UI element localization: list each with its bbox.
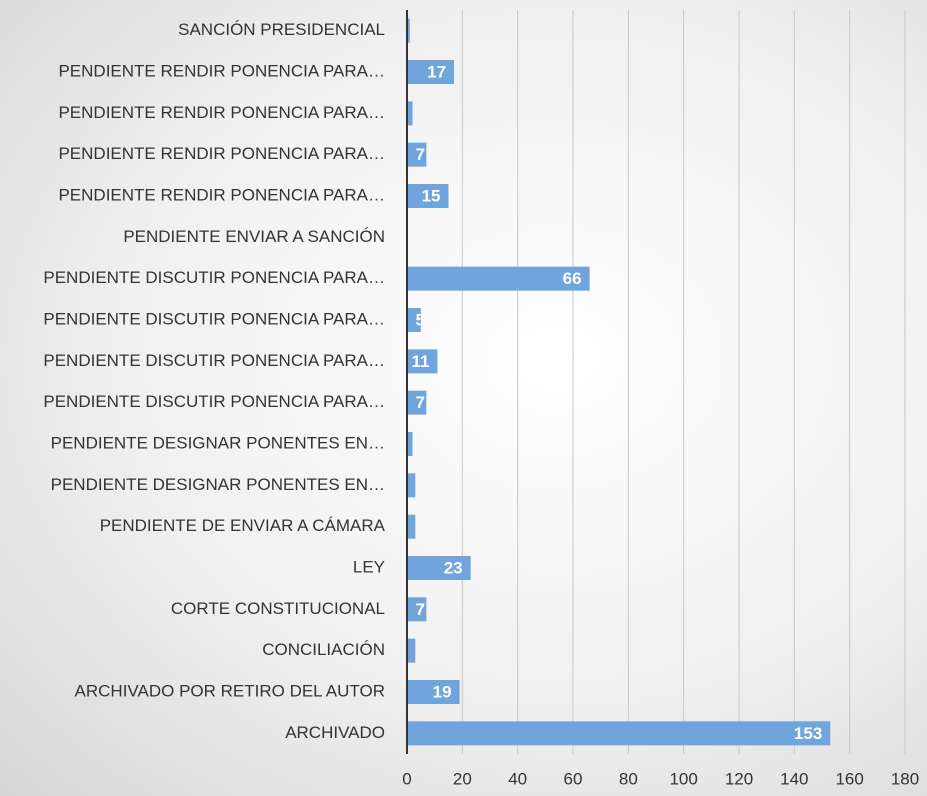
bar: [407, 101, 413, 126]
y-tick-label: PENDIENTE DISCUTIR PONENCIA PARA…: [43, 309, 385, 328]
x-tick-label: 160: [835, 769, 863, 788]
bar: [407, 60, 455, 84]
x-tick-label: 0: [402, 769, 411, 788]
bar: [407, 597, 427, 622]
data-label: 11: [411, 352, 429, 371]
bar: [407, 638, 416, 663]
x-tick-label: 100: [669, 769, 697, 788]
y-tick-label: LEY: [353, 557, 385, 576]
bar: [407, 556, 471, 580]
y-tick-label: CORTE CONSTITUCIONAL: [171, 599, 385, 618]
x-tick-label: 140: [780, 769, 808, 788]
y-tick-label: PENDIENTE DISCUTIR PONENCIA PARA…: [43, 392, 385, 411]
data-label: 23: [444, 558, 463, 577]
x-tick-label: 60: [564, 769, 583, 788]
bar: [407, 18, 410, 43]
bar: [407, 721, 831, 746]
y-tick-label: PENDIENTE DE ENVIAR A CÁMARA: [100, 516, 386, 535]
data-label: 66: [563, 269, 582, 288]
data-label: 7: [416, 600, 425, 619]
data-label: 2: [416, 104, 425, 123]
bar: [407, 473, 416, 498]
bar: [407, 266, 590, 291]
data-label: 2: [416, 434, 425, 453]
y-tick-label: ARCHIVADO POR RETIRO DEL AUTOR: [75, 681, 385, 700]
y-tick-label: PENDIENTE DISCUTIR PONENCIA PARA…: [43, 268, 385, 287]
bar: [407, 308, 421, 332]
bar: [407, 514, 416, 539]
x-tick-label: 180: [891, 769, 919, 788]
x-tick-label: 20: [453, 769, 472, 788]
bar: [407, 390, 427, 415]
y-tick-label: SANCIÓN PRESIDENCIAL: [178, 20, 385, 39]
bar: [407, 680, 460, 704]
data-label: 1: [416, 21, 425, 40]
x-tick-label: 80: [619, 769, 638, 788]
x-tick-label: 120: [725, 769, 753, 788]
data-label: 3: [416, 641, 425, 660]
y-tick-label: PENDIENTE ENVIAR A SANCIÓN: [123, 227, 385, 246]
bar: [407, 184, 449, 208]
y-tick-label: PENDIENTE RENDIR PONENCIA PARA…: [58, 185, 385, 204]
data-label: 3: [416, 476, 425, 495]
y-tick-label: PENDIENTE RENDIR PONENCIA PARA…: [58, 103, 385, 122]
data-label: 17: [427, 62, 446, 81]
y-tick-label: PENDIENTE RENDIR PONENCIA PARA…: [58, 144, 385, 163]
data-label: 19: [433, 682, 452, 701]
data-label: 7: [416, 145, 425, 164]
y-tick-label: CONCILIACIÓN: [262, 640, 385, 659]
data-label: 153: [794, 724, 822, 743]
bar: [407, 142, 427, 167]
x-tick-label: 40: [508, 769, 527, 788]
bar: [407, 349, 438, 374]
data-label: 7: [416, 393, 425, 412]
y-tick-label: PENDIENTE RENDIR PONENCIA PARA…: [58, 61, 385, 80]
y-tick-label: PENDIENTE DESIGNAR PONENTES EN…: [51, 475, 385, 494]
y-tick-label: PENDIENTE DESIGNAR PONENTES EN…: [51, 433, 385, 452]
data-label: 3: [416, 517, 425, 536]
bar: [407, 432, 413, 456]
y-tick-label: PENDIENTE DISCUTIR PONENCIA PARA…: [43, 351, 385, 370]
data-label: 5: [416, 310, 425, 329]
y-tick-label: ARCHIVADO: [285, 723, 385, 742]
data-label: 15: [422, 186, 441, 205]
